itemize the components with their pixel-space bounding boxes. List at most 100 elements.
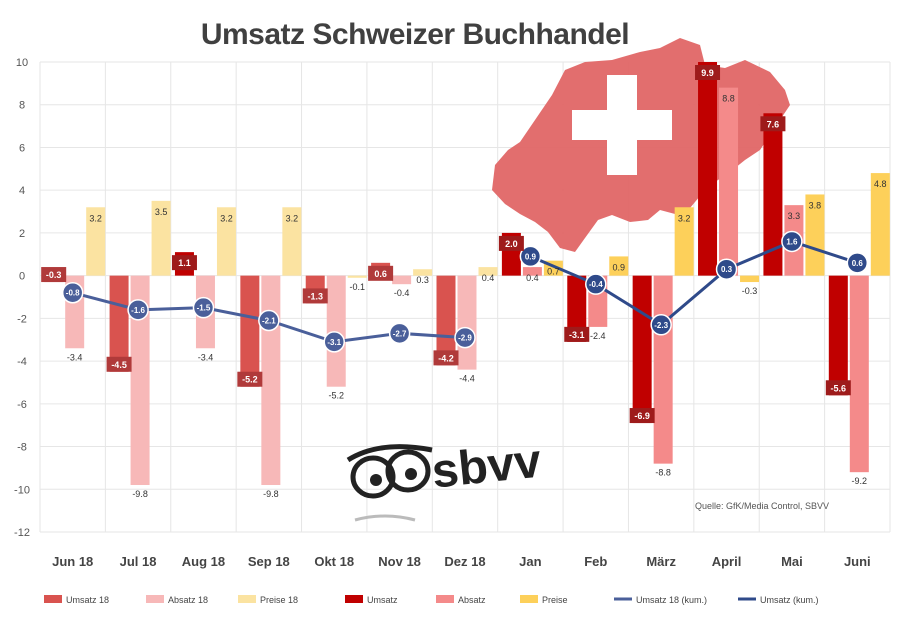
legend-swatch [345,595,363,603]
legend-swatch [44,595,62,603]
line-point-label: 0.6 [852,259,864,268]
logo-pupil-right [405,468,417,480]
bar-label: 3.2 [678,213,691,223]
y-tick-label: 2 [19,228,25,240]
lines: -0.8 -1.6 -1.5 -2.1 -3.1 -2.7 -2.9 0.9 -0.4 -2.3 0… [61,230,869,353]
line-point [61,281,84,304]
y-tick-label: 0 [19,271,25,283]
line-point-label: -0.8 [66,289,80,298]
x-tick-label: Nov 18 [378,554,421,569]
line-point [258,309,280,332]
x-tick-label: Feb [584,554,607,569]
bar-label: -9.8 [132,489,148,499]
logo-text: sbvv [429,434,544,498]
bar-preise-18-1 [151,200,171,276]
bar-label: -6.9 [634,411,650,421]
bar-umsatz-12 [828,275,848,396]
line-point [846,252,869,274]
legend-label: Umsatz 18 [66,595,109,605]
bar-label: 0.7 [547,267,560,277]
bar-label: 0.4 [482,273,495,283]
bar-label-bg [106,356,132,372]
line-point [192,296,215,319]
y-tick-label: 10 [16,57,28,69]
bar-label: -8.8 [655,468,671,478]
legend-swatch [146,595,164,603]
legend-label: Preise [542,595,568,605]
bar-label: -9.2 [852,476,868,486]
line-point-label: -0.4 [589,280,603,289]
bar-absatz-12 [849,275,869,473]
bar-absatz-18-1 [130,275,150,485]
bar-label: 3.5 [155,207,168,217]
swiss-cross-v [607,75,637,175]
bar-label-bg [302,288,328,304]
bar-absatz-10 [719,87,739,276]
x-tick-label: April [712,554,742,569]
bar-label: -5.2 [242,375,258,385]
bar-label-bg [498,235,524,251]
bar-label: 3.8 [809,200,822,210]
legend-label: Umsatz 18 (kum.) [636,595,707,605]
x-tick-label: Jan [519,554,541,569]
bar-label-bg [564,326,590,342]
bar-label-bg [237,371,263,387]
line-point-label: -1.6 [131,306,145,315]
line-umsatz-kum- [529,239,858,327]
logo-pupil-left [370,474,382,486]
bar-label-bg [41,267,67,283]
chart-title: Umsatz Schweizer Buchhandel [200,18,630,51]
bar-label-bg [825,380,851,396]
bar-label-bg [433,350,459,366]
bar-absatz-7 [522,267,542,276]
bar-absatz-18-4 [326,275,346,387]
bar-absatz-18-6 [457,275,477,370]
line-point [454,326,476,349]
bar-preise-8 [609,256,629,276]
line-point [519,245,542,268]
bar-label: 8.8 [722,94,735,104]
bar-label: -0.1 [349,282,365,292]
bar-label: -3.4 [198,352,214,362]
bar-label: -0.3 [742,286,758,296]
line-point-label: -1.5 [197,304,211,313]
y-tick-label: -6 [17,399,27,411]
line-point-label: -2.9 [458,334,472,343]
bar-absatz-18-5 [392,275,412,285]
bar-label: 0.9 [613,262,626,272]
legend-swatch [238,595,256,603]
y-tick-label: -4 [17,356,27,368]
bar-preise-18-4 [347,275,367,278]
bar-label: -0.4 [394,288,410,298]
bar-preise-10 [740,275,760,283]
line-point [388,322,411,345]
x-tick-label: Juni [844,554,871,569]
bar-label-bg [171,255,197,271]
bar-preise-18-0 [86,207,106,276]
bar-label: 3.2 [89,213,102,223]
line-point [781,230,803,253]
x-tick-label: Aug 18 [182,554,225,569]
bar-label: -3.1 [569,330,585,340]
x-tick-label: Okt 18 [314,554,354,569]
x-tick-label: Sep 18 [248,554,290,569]
bar-label: 1.1 [178,258,191,268]
bar-preise-18-5 [413,269,433,276]
line-point-label: 0.3 [721,265,733,274]
bar-label: 2.0 [505,239,518,249]
y-tick-label: 8 [19,100,25,112]
logo-underline [354,514,416,522]
y-tick-label: -10 [14,484,30,496]
axes: -12 -10 -8 -6 -4 -2 0 2 4 6 8 10 Jun 18 Jul 18 Aug 18 S… [14,57,871,569]
bar-label: 0.4 [526,273,539,283]
bar-label-bg [760,116,786,132]
bar-label: 3.2 [220,213,233,223]
bar-label: -4.4 [459,374,475,384]
bar-label: -5.2 [328,391,344,401]
bar-label-bg [629,408,655,424]
bar-label: 3.3 [788,211,801,221]
bar-preise-18-2 [216,207,236,276]
bar-umsatz-18-6 [436,275,456,366]
